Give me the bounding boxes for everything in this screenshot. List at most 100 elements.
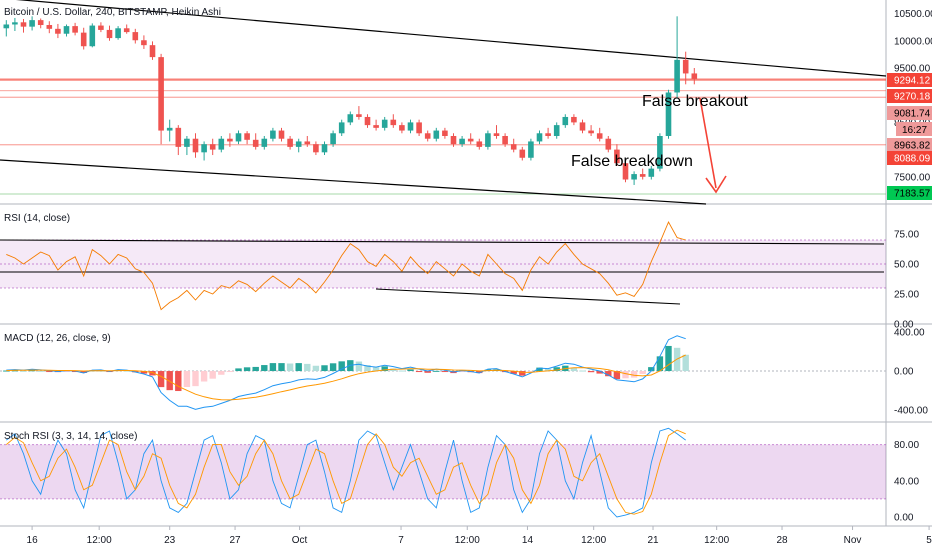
macd-series: [6, 335, 686, 410]
macd-bar: [639, 371, 646, 374]
candle: [46, 21, 53, 34]
stoch-k-line: [6, 427, 686, 518]
price-trendlines[interactable]: [0, 0, 887, 205]
candle: [364, 114, 371, 128]
candle: [485, 130, 491, 150]
candle: [192, 133, 199, 158]
level-badge: 9294.12: [887, 73, 932, 87]
macd-bar: [218, 371, 225, 375]
time-label: 14: [522, 535, 534, 546]
stoch-rsi-tick-label: 40.00: [894, 476, 919, 487]
macd-bar: [3, 370, 10, 372]
candle: [347, 111, 354, 126]
rsi-series: [6, 220, 686, 311]
candle: [244, 131, 250, 145]
time-axis[interactable]: 16 12:00 23 27 Oct 7 12:00 14 12:00 21 12:00 28 Nov 5: [27, 526, 932, 546]
macd-bar: [200, 371, 208, 382]
candle: [278, 127, 285, 142]
macd-bar: [665, 345, 672, 372]
level-badge: 7183.57: [887, 186, 932, 200]
candle: [3, 20, 10, 37]
macd-bar: [441, 371, 449, 373]
macd-bar: [37, 370, 44, 372]
candle: [407, 119, 414, 134]
svg-text:9294.12: 9294.12: [894, 76, 931, 87]
candle: [149, 41, 156, 60]
macd-bar: [209, 371, 216, 379]
macd-bar: [286, 363, 294, 372]
candle: [596, 127, 603, 142]
horizontal-levels: [0, 78, 886, 195]
projection-arrow[interactable]: [699, 97, 727, 194]
macd-bar: [46, 371, 53, 373]
macd-bar: [243, 367, 251, 372]
macd-bar: [415, 371, 423, 373]
rsi-tick-label: 0.00: [894, 320, 914, 331]
macd-bar: [536, 367, 543, 372]
stoch-rsi-band-area: [0, 444, 886, 500]
macd-bar: [261, 365, 268, 372]
macd-bar: [596, 371, 603, 374]
candle: [510, 138, 517, 153]
macd-bar: [269, 363, 277, 372]
svg-text:9270.18: 9270.18: [894, 92, 931, 103]
rsi-lower-trendline[interactable]: [375, 288, 681, 305]
time-label: 28: [776, 535, 788, 546]
candle: [519, 146, 526, 161]
price-tick-label: 10500.00: [894, 9, 932, 20]
price-tick-label: 10000.00: [894, 36, 932, 47]
candle: [571, 114, 577, 126]
candle: [106, 25, 113, 41]
candle: [209, 138, 216, 156]
false-breakdown-label: False breakdown: [571, 153, 693, 170]
svg-text:7183.57: 7183.57: [894, 189, 931, 200]
price-tick-label: 9500.00: [894, 64, 931, 75]
macd-bar: [11, 370, 19, 372]
time-label: 5: [926, 535, 932, 546]
candle: [545, 127, 551, 139]
candle: [158, 53, 164, 145]
candle: [442, 127, 448, 139]
macd-bar: [570, 367, 578, 372]
rsi-trendlines[interactable]: [0, 239, 885, 305]
candle: [184, 136, 190, 156]
candle: [588, 125, 594, 136]
candle: [115, 26, 121, 40]
time-label: 12:00: [581, 535, 606, 546]
macd-bar: [157, 371, 165, 388]
candle: [166, 119, 173, 142]
candle: [338, 119, 345, 136]
macd-bar: [364, 365, 371, 372]
macd-bar: [295, 363, 302, 372]
candle: [141, 35, 147, 49]
candle: [37, 18, 44, 29]
macd-bar: [381, 366, 388, 372]
macd-bar: [553, 367, 560, 372]
macd-bar: [372, 367, 380, 372]
rsi-upper-horizontal[interactable]: [0, 239, 885, 245]
macd-bar: [175, 371, 182, 392]
candle: [321, 141, 328, 156]
time-label: Oct: [292, 535, 308, 546]
macd-bar: [278, 363, 285, 372]
macd-bar: [579, 370, 586, 372]
candle: [330, 130, 336, 147]
candle: [270, 127, 276, 142]
svg-text:16:27: 16:27: [902, 125, 927, 136]
macd-bar: [424, 371, 431, 373]
rsi-tick-label: 75.00: [894, 230, 919, 241]
macd-bar: [80, 371, 87, 373]
candle: [313, 141, 319, 156]
candle: [227, 133, 233, 147]
macd-bar: [149, 371, 156, 376]
candle: [476, 138, 483, 150]
lower-trendline[interactable]: [0, 159, 707, 205]
rsi-band-area: [0, 239, 886, 289]
candle: [665, 89, 672, 139]
macd-bar: [390, 368, 397, 372]
macd-bar: [398, 370, 406, 372]
upper-trendline[interactable]: [0, 0, 887, 77]
macd-bar: [458, 371, 466, 373]
macd-tick-label: -400.00: [894, 406, 928, 417]
